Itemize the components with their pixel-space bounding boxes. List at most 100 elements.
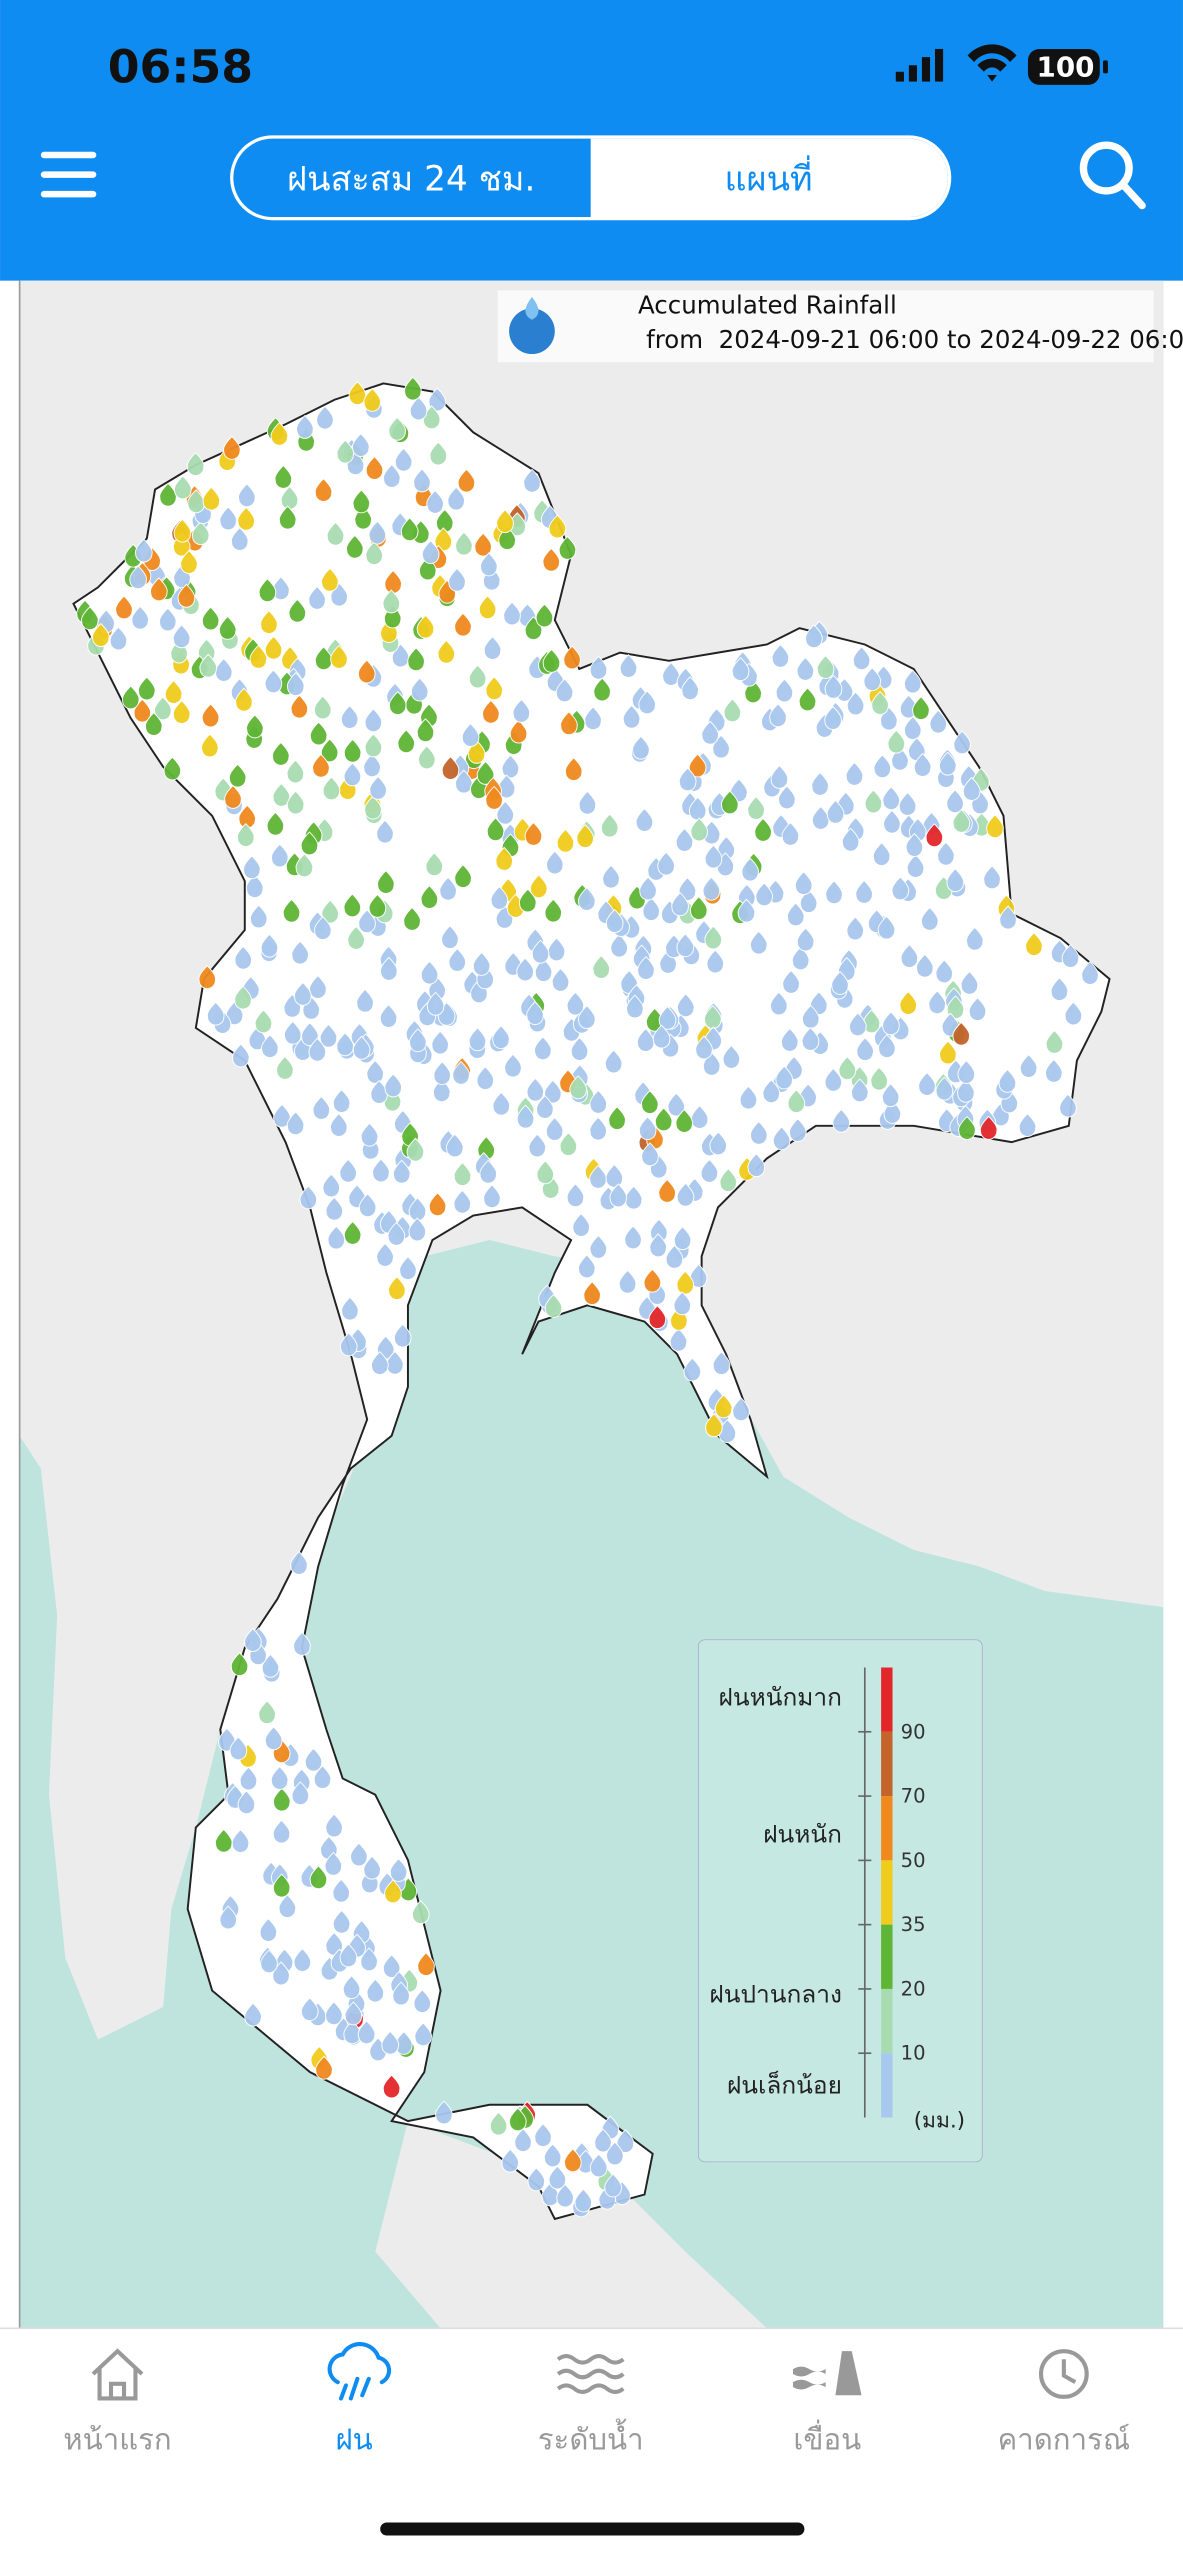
rain-marker (780, 1027, 799, 1052)
rain-marker (324, 1851, 343, 1876)
rain-marker (559, 1132, 578, 1156)
rain-marker (441, 755, 460, 780)
nav-label[interactable]: เขื่อน (793, 2418, 861, 2456)
rain-marker (535, 603, 554, 628)
rain-marker (712, 1351, 731, 1376)
nav-icon-forecast[interactable] (1038, 2349, 1089, 2399)
rain-marker (526, 1001, 544, 1025)
rain-marker (762, 1079, 781, 1104)
rain-marker (320, 738, 339, 763)
rain-marker (604, 2173, 622, 2198)
rain-marker (296, 414, 314, 439)
rain-marker (329, 1112, 348, 1137)
tab-active-bg (590, 138, 949, 218)
rain-marker (770, 991, 788, 1016)
rain-marker (673, 1226, 692, 1251)
rain-marker (570, 1036, 589, 1061)
rain-marker (454, 864, 472, 889)
nav-label[interactable]: หน้าแรก (63, 2422, 171, 2456)
rain-marker (426, 489, 445, 514)
rain-marker (534, 2123, 552, 2147)
rain-marker (414, 2022, 433, 2047)
rain-marker (198, 965, 217, 990)
rain-marker (584, 706, 602, 731)
rain-marker (639, 876, 657, 901)
rain-marker (286, 759, 305, 784)
rain-marker (282, 898, 301, 923)
rain-marker (635, 807, 654, 832)
rain-marker (622, 704, 641, 729)
nav-icon-dam[interactable] (793, 2351, 862, 2396)
rain-marker (925, 823, 944, 848)
rain-marker (370, 1351, 389, 1376)
rain-marker (261, 1034, 279, 1059)
menu-button[interactable] (40, 151, 97, 198)
rain-marker (516, 1104, 535, 1129)
rain-marker (1059, 1093, 1077, 1118)
search-button[interactable] (1079, 141, 1146, 210)
nav-icon-home[interactable] (91, 2348, 144, 2401)
rain-marker (300, 1022, 319, 1047)
nav-label[interactable]: ระดับน้ำ (538, 2418, 644, 2456)
rain-marker (399, 1256, 417, 1281)
rain-marker (382, 463, 401, 488)
rain-marker (403, 906, 421, 931)
nav-label[interactable]: คาดการณ์ (998, 2422, 1130, 2456)
rain-marker (447, 486, 466, 511)
rain-marker (952, 1021, 971, 1046)
rain-marker (563, 2148, 582, 2173)
rain-marker (309, 721, 328, 746)
rain-marker (747, 1153, 766, 1178)
rain-marker (410, 677, 429, 702)
tab[interactable]: แผนที่ (724, 155, 812, 199)
rain-marker (364, 795, 382, 820)
rain-marker (648, 1305, 667, 1330)
rain-marker (388, 691, 407, 715)
nav-label[interactable]: ฝน (335, 2422, 372, 2456)
rain-marker (439, 876, 457, 901)
rain-marker (339, 1943, 358, 1968)
nav-icon-water[interactable] (556, 2354, 625, 2394)
rain-marker (775, 1065, 794, 1090)
rain-marker (481, 699, 500, 724)
rain-marker (366, 1978, 385, 2003)
rain-marker (260, 610, 278, 635)
rain-marker (366, 1059, 385, 1084)
rain-marker (878, 1034, 896, 1059)
rain-marker (308, 585, 326, 610)
tab[interactable]: ฝนสะสม 24 ชม. (287, 159, 535, 199)
rain-marker (781, 821, 800, 846)
rain-marker (352, 1035, 371, 1060)
rain-marker (791, 946, 810, 971)
rain-marker (882, 1011, 900, 1036)
legend-swatch (881, 1796, 893, 1861)
status-icons (895, 44, 1108, 85)
rain-marker (270, 1766, 289, 1790)
rain-marker (856, 1037, 875, 1062)
rain-marker (468, 664, 487, 689)
rain-marker (365, 455, 384, 480)
rain-marker (905, 832, 924, 857)
rain-marker (796, 656, 815, 681)
rain-marker (411, 1900, 430, 1925)
rain-marker (887, 729, 906, 754)
rain-marker (314, 477, 333, 502)
rain-marker (392, 1159, 411, 1184)
rain-marker (769, 703, 787, 728)
nav-icon-rain[interactable] (327, 2342, 392, 2401)
rain-marker (478, 595, 497, 620)
rain-marker (649, 1233, 668, 1258)
rain-marker (379, 956, 398, 981)
rain-marker (824, 674, 843, 699)
legend-tick-label: 50 (901, 1849, 926, 1872)
rain-marker (824, 1067, 843, 1092)
rain-marker (376, 1242, 394, 1267)
rain-marker (962, 776, 981, 801)
rain-marker (426, 991, 445, 1016)
rain-marker (496, 509, 514, 534)
rain-marker (831, 970, 849, 995)
rain-marker (529, 874, 548, 899)
rain-marker (605, 908, 624, 933)
rain-marker (881, 1083, 900, 1108)
